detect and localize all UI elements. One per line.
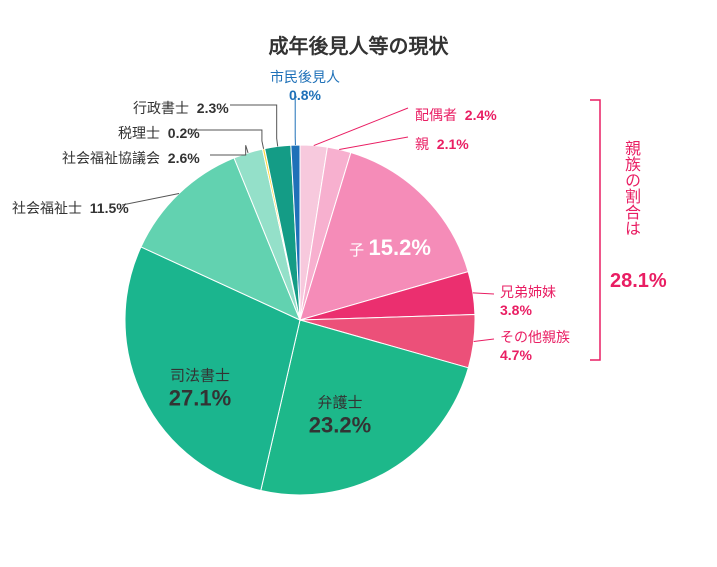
leader-line: [474, 339, 494, 341]
slice-label: 社会福祉協議会 2.6%: [62, 148, 200, 168]
slice-label: 市民後見人0.8%: [270, 67, 340, 103]
leader-line: [192, 130, 264, 149]
slice-label-inside: 子 15.2%: [349, 235, 431, 261]
chart-title: 成年後見人等の現状: [0, 30, 717, 59]
slice-label: 行政書士 2.3%: [133, 98, 229, 118]
slice-label-inside: 司法書士27.1%: [169, 365, 231, 412]
slice-label: その他親族4.7%: [500, 327, 570, 363]
leader-line: [295, 97, 297, 145]
leader-line: [339, 137, 408, 149]
leader-line: [230, 105, 278, 146]
family-summary-label: 親族の割合は: [618, 140, 642, 236]
slice-label: 税理士 0.2%: [118, 123, 200, 143]
family-bracket: [590, 100, 600, 360]
family-summary-percent: 28.1%: [610, 270, 667, 293]
leader-line: [473, 293, 494, 294]
slice-label-inside: 弁護士23.2%: [309, 392, 371, 439]
slice-label: 配偶者 2.4%: [415, 105, 497, 125]
slice-label: 親 2.1%: [415, 134, 469, 154]
pie-chart-container: 成年後見人等の現状 配偶者 2.4% 親 2.1% 子 15.2% 兄弟姉妹3.8% そ…: [0, 0, 717, 562]
leader-line: [210, 145, 248, 155]
slice-label: 社会福祉士 11.5%: [12, 198, 129, 218]
slice-label: 兄弟姉妹3.8%: [500, 282, 556, 318]
